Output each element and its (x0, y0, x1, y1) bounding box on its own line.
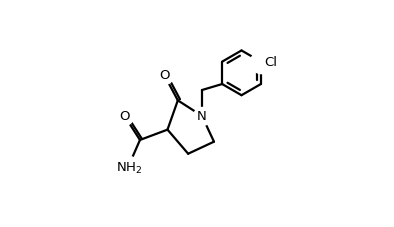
Text: Cl: Cl (264, 56, 277, 69)
Text: O: O (119, 110, 130, 123)
Text: O: O (159, 69, 169, 82)
Text: N: N (197, 110, 207, 123)
Text: NH$_2$: NH$_2$ (115, 160, 142, 175)
